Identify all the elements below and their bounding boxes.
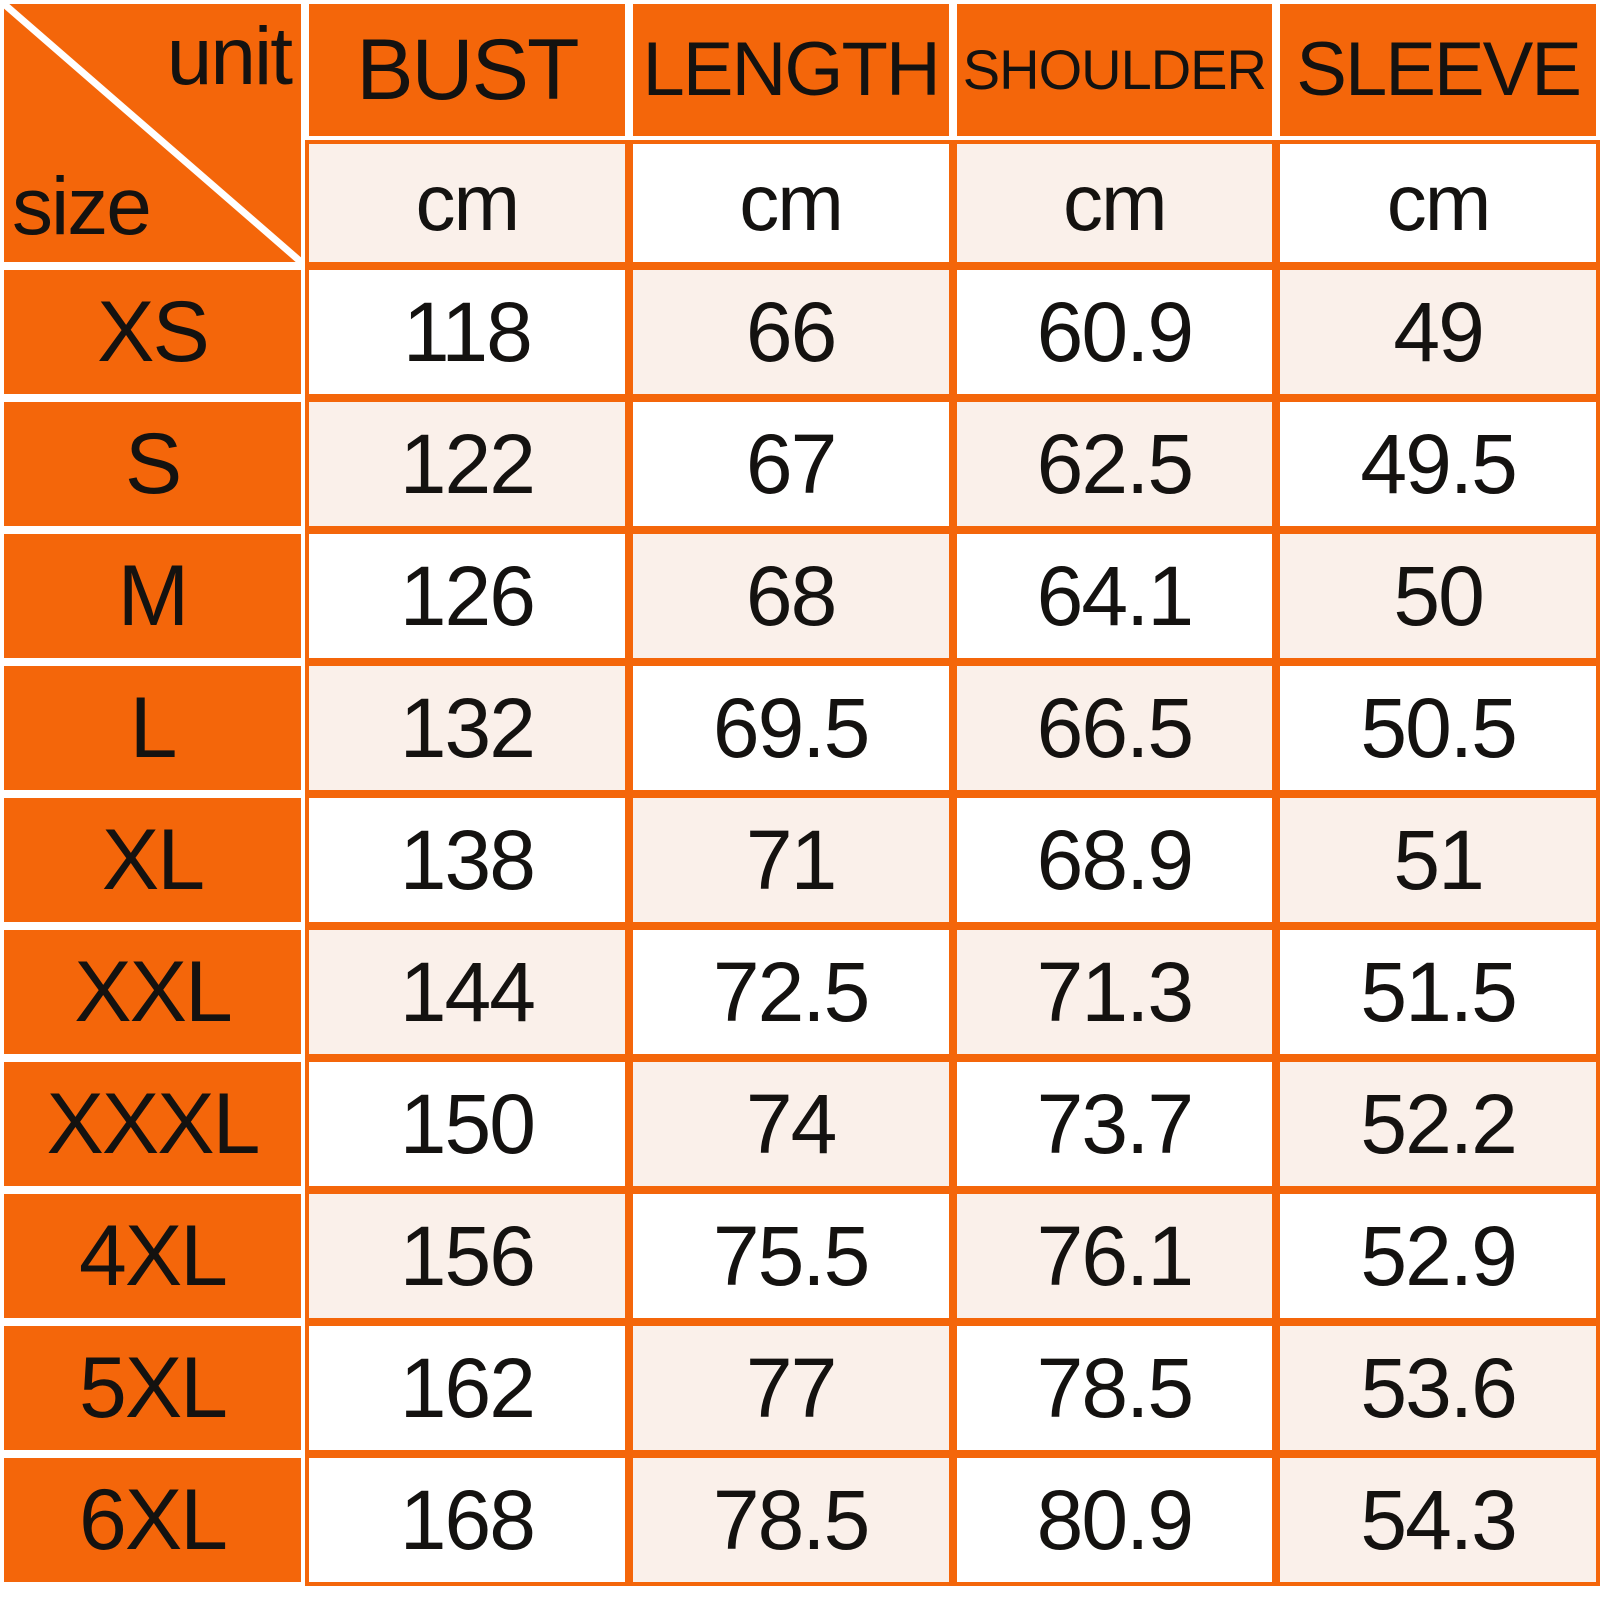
value-xxl-sleeve: 51.5 (1276, 926, 1600, 1058)
header-length: LENGTH (628, 0, 953, 140)
header-sleeve: SLEEVE (1276, 0, 1600, 140)
value-s-bust: 122 (305, 398, 629, 530)
header-shoulder: SHOULDER (952, 0, 1277, 140)
value-4xl-bust: 156 (305, 1190, 629, 1322)
value-s-sleeve: 49.5 (1276, 398, 1600, 530)
value-xl-shoulder: 68.9 (952, 794, 1277, 926)
value-xl-sleeve: 51 (1276, 794, 1600, 926)
size-cell-l: L (0, 662, 305, 794)
value-s-shoulder: 62.5 (952, 398, 1277, 530)
value-4xl-length: 75.5 (628, 1190, 953, 1322)
value-l-sleeve: 50.5 (1276, 662, 1600, 794)
corner-unit-label: unit (166, 11, 293, 102)
size-cell-xxl: XXL (0, 926, 305, 1058)
value-5xl-sleeve: 53.6 (1276, 1322, 1600, 1454)
value-5xl-length: 77 (628, 1322, 953, 1454)
value-xs-bust: 118 (305, 266, 629, 398)
value-4xl-shoulder: 76.1 (952, 1190, 1277, 1322)
value-xxxl-bust: 150 (305, 1058, 629, 1190)
value-l-length: 69.5 (628, 662, 953, 794)
value-4xl-sleeve: 52.9 (1276, 1190, 1600, 1322)
value-6xl-bust: 168 (305, 1454, 629, 1586)
size-cell-xs: XS (0, 266, 305, 398)
size-cell-4xl: 4XL (0, 1190, 305, 1322)
value-xl-length: 71 (628, 794, 953, 926)
value-xxxl-sleeve: 52.2 (1276, 1058, 1600, 1190)
size-cell-m: M (0, 530, 305, 662)
unit-cell-bust: cm (305, 140, 629, 266)
diagonal-divider (4, 4, 301, 262)
corner-size-label: size (12, 161, 152, 252)
corner-cell: unit size (0, 0, 305, 266)
value-6xl-sleeve: 54.3 (1276, 1454, 1600, 1586)
header-bust: BUST (305, 0, 629, 140)
value-xs-sleeve: 49 (1276, 266, 1600, 398)
value-xs-length: 66 (628, 266, 953, 398)
value-xs-shoulder: 60.9 (952, 266, 1277, 398)
value-xl-bust: 138 (305, 794, 629, 926)
value-xxxl-shoulder: 73.7 (952, 1058, 1277, 1190)
value-xxxl-length: 74 (628, 1058, 953, 1190)
value-5xl-bust: 162 (305, 1322, 629, 1454)
value-m-shoulder: 64.1 (952, 530, 1277, 662)
value-l-shoulder: 66.5 (952, 662, 1277, 794)
value-l-bust: 132 (305, 662, 629, 794)
size-cell-xl: XL (0, 794, 305, 926)
value-6xl-length: 78.5 (628, 1454, 953, 1586)
value-m-length: 68 (628, 530, 953, 662)
unit-cell-sleeve: cm (1276, 140, 1600, 266)
value-xxl-length: 72.5 (628, 926, 953, 1058)
value-s-length: 67 (628, 398, 953, 530)
size-cell-xxxl: XXXL (0, 1058, 305, 1190)
size-cell-6xl: 6XL (0, 1454, 305, 1586)
size-cell-s: S (0, 398, 305, 530)
value-m-sleeve: 50 (1276, 530, 1600, 662)
value-xxl-bust: 144 (305, 926, 629, 1058)
value-5xl-shoulder: 78.5 (952, 1322, 1277, 1454)
value-xxl-shoulder: 71.3 (952, 926, 1277, 1058)
unit-cell-shoulder: cm (952, 140, 1277, 266)
value-m-bust: 126 (305, 530, 629, 662)
size-cell-5xl: 5XL (0, 1322, 305, 1454)
unit-cell-length: cm (628, 140, 953, 266)
value-6xl-shoulder: 80.9 (952, 1454, 1277, 1586)
